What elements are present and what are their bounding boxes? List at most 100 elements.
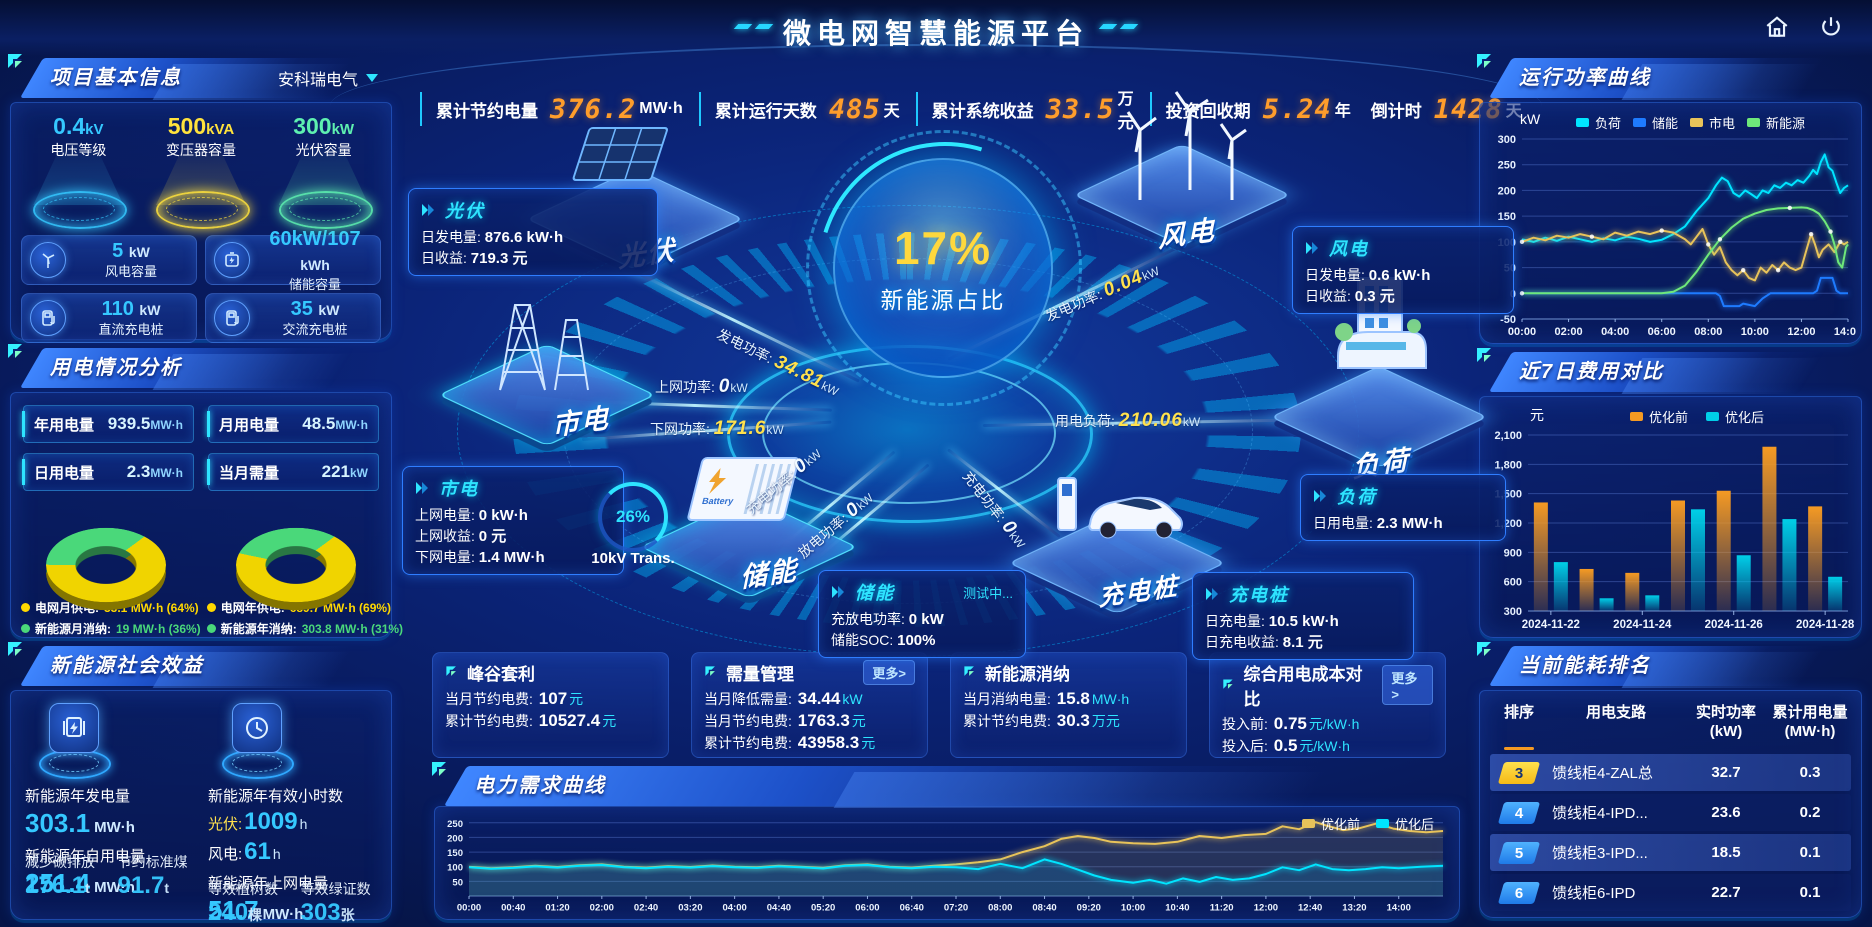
more-button[interactable]: 更多> (863, 660, 915, 685)
kpi-item: 累计系统收益 33.5 万元 (915, 91, 1150, 132)
info-box-row: 储能SOC: 100% (831, 632, 936, 649)
info-box-row: 日收益: 719.3 元 (421, 250, 528, 267)
power-icon[interactable] (1818, 14, 1844, 40)
svg-text:250: 250 (1498, 160, 1516, 172)
info-box-row: 上网电量: 0 kW·h (415, 507, 528, 524)
svg-text:100: 100 (447, 863, 463, 874)
svg-text:2024-11-26: 2024-11-26 (1705, 619, 1763, 631)
usage-stat-label: 当月需量 (219, 464, 280, 482)
substat-value: 91.7t (117, 872, 169, 899)
kpi-unit: 天 (883, 103, 900, 120)
legend-item[interactable]: 市电 (1690, 113, 1735, 132)
ranking-header-cell: 排序 (1503, 704, 1534, 721)
legend-item[interactable]: 优化前 (1301, 814, 1360, 833)
svg-text:2024-11-28: 2024-11-28 (1796, 619, 1855, 631)
benefit-card-row: 投入后: 0.5 元/kW·h (1222, 736, 1350, 755)
benefit-card-header: 综合用电成本对比 更多> (1222, 660, 1433, 710)
benefit-card: 新能源消纳 当月消纳电量: 15.8 MW·h 累计节约电费: 30.3 万元 (950, 652, 1187, 758)
svg-text:1,800: 1,800 (1494, 459, 1522, 471)
info-box-row: 日发电量: 0.6 kW·h (1305, 267, 1431, 284)
dc-charger-icon (30, 300, 66, 336)
capacity-label: 储能容量 (288, 276, 341, 292)
ranking-header-cell: 累计用电量 (MW·h) (1772, 704, 1848, 740)
transmission-tower-icon (499, 304, 589, 391)
rank-badge: 3 (1497, 761, 1541, 784)
svg-text:08:00: 08:00 (988, 903, 1012, 914)
legend-item[interactable]: 新能源 (1747, 113, 1805, 132)
effective-hours-row: 风电:61 h (208, 838, 281, 865)
usage-stat-box: 月用电量 48.5MW·h (207, 405, 379, 443)
total-energy: 0.3 (1799, 764, 1821, 781)
status-badge: 测试中... (963, 585, 1013, 601)
svg-text:07:20: 07:20 (944, 903, 968, 914)
info-box-row: 下网电量: 1.4 MW·h (415, 549, 545, 566)
home-icon[interactable] (1764, 14, 1790, 40)
load-info-box: 负荷日用电量: 2.3 MW·h (1300, 474, 1506, 541)
social-substat: 等效绿证数 303张 (301, 879, 371, 927)
total-energy: 0.1 (1799, 884, 1821, 901)
transformer-load-ring: 26% (598, 482, 668, 552)
pedestal-ring2 (165, 197, 238, 221)
info-box-title: 市电 (439, 479, 479, 499)
double-chevron-icon (1314, 490, 1326, 502)
svg-text:2024-11-22: 2024-11-22 (1522, 619, 1580, 631)
social-substat: 减少碳排放 176.1t (25, 852, 95, 900)
more-button[interactable]: 更多> (1382, 665, 1433, 705)
supply-donuts (11, 505, 391, 611)
info-box-title: 风电 (1329, 239, 1369, 259)
svg-text:200: 200 (1498, 185, 1516, 197)
table-row[interactable]: 6 馈线柜6-IPD 22.7 0.1 (1490, 874, 1851, 911)
social-left-col: 新能源年发电量 303.1 MW·h 新能源年自用电量 251.4 MW·h 减少碳… (25, 697, 198, 927)
panel-title: 近7日费用对比 (1519, 361, 1665, 383)
info-box-row: 上网收益: 0 元 (415, 528, 507, 545)
header-deco-right (1098, 24, 1139, 29)
capacity-card-text: 5 kW 风电容量 (74, 239, 188, 280)
realtime-power: 23.6 (1711, 804, 1741, 821)
svg-text:300: 300 (1504, 606, 1522, 618)
benefit-card-row: 当月降低需量: 34.44 kW (704, 689, 863, 708)
legend-item[interactable]: 优化前 (1630, 407, 1688, 426)
capacity-value: 110 kW (101, 298, 161, 321)
total-energy: 0.1 (1799, 844, 1821, 861)
panel-demand-curve: 电力需求曲线 250 200 150 100 50 00:00 00:40 01:20 02:0… (432, 762, 1460, 920)
legend-item[interactable]: 储能 (1633, 113, 1678, 132)
usage-stat-box: 日用电量 2.3MW·h (22, 453, 194, 491)
info-box-row: 日充电收益: 8.1 元 (1205, 634, 1323, 651)
info-box-header: 负荷 (1313, 483, 1493, 509)
benefit-card-header: 需量管理 更多> (704, 660, 915, 685)
panel-project-info: 项目基本信息 安科瑞电气 0.4kV 电压等级 500kVA 变压器容量 300kW 光伏… (8, 54, 392, 343)
legend-item[interactable]: 负荷 (1576, 113, 1621, 132)
donut-legend-item: 新能源月消纳: 19 MW·h (36%) (21, 620, 201, 637)
info-box-row: 日用电量: 2.3 MW·h (1313, 515, 1443, 532)
legend-item[interactable]: 优化后 (1375, 814, 1434, 833)
donut-legend-item: 新能源年消纳: 303.8 MW·h (31%) (206, 620, 403, 637)
legend-swatch (1630, 412, 1643, 421)
panel-title: 当前能耗排名 (1519, 655, 1651, 677)
kpi-label: 累计节约电量 (436, 101, 538, 121)
table-row[interactable]: 4 馈线柜4-IPD... 23.6 0.2 (1490, 794, 1851, 831)
svg-text:01:20: 01:20 (545, 903, 569, 914)
effective-hours: 光伏:1009 h 风电:61 h (208, 808, 381, 866)
svg-text:00:00: 00:00 (1508, 326, 1536, 338)
svg-text:04:00: 04:00 (1601, 326, 1629, 338)
usage-stat-label: 年用电量 (34, 416, 95, 434)
panel-corner-icon (8, 344, 22, 358)
chevron-down-icon (366, 74, 378, 82)
company-name: 安科瑞电气 (277, 72, 358, 89)
benefit-card-header: 峰谷套利 (445, 660, 656, 685)
kpi-value: 33.5 (1045, 93, 1115, 125)
svg-text:00:00: 00:00 (457, 903, 481, 914)
table-row[interactable]: 3 馈线柜4-ZAL总 32.7 0.3 (1490, 754, 1851, 791)
panel-social-benefit: 新能源社会效益 新能源年发电量 303.1 MW·h 新能源年自用电量 251.4… (8, 642, 392, 926)
legend-swatch (1576, 118, 1589, 127)
company-select[interactable]: 安科瑞电气 (278, 66, 378, 90)
legend-item[interactable]: 优化后 (1706, 407, 1764, 426)
table-row[interactable]: 5 馈线柜3-IPD... 18.5 0.1 (1490, 834, 1851, 871)
card-corner-icon (705, 666, 715, 676)
kpi-label: 倒计时 (1370, 101, 1422, 121)
usage-stat-box: 当月需量 221kW (207, 453, 379, 491)
legend-dot (21, 624, 30, 633)
double-chevron-icon (1206, 588, 1218, 600)
pedestal-label: 光伏容量 (295, 142, 352, 158)
